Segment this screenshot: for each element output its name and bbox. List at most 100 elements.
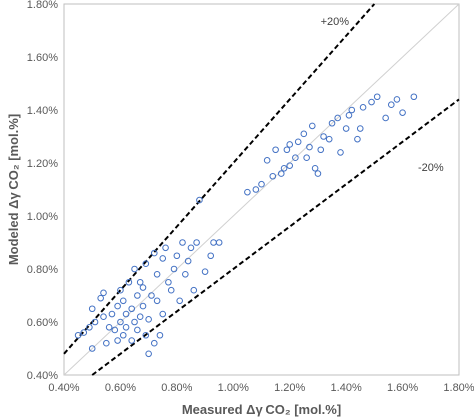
data-point [201,268,209,275]
data-point [114,337,121,344]
data-point [410,93,418,101]
data-point [303,154,310,161]
data-point [145,350,152,358]
x-tick-label: 0.60% [105,382,136,394]
data-point [207,252,215,260]
data-point [345,112,353,119]
data-point [145,316,152,323]
data-point [103,339,110,347]
plot-border [63,3,460,376]
y-tick-label: 0.40% [27,370,58,382]
y-tick-label: 0.80% [27,264,58,276]
data-point [88,345,96,352]
data-point [122,310,130,318]
data-point [114,302,121,310]
data-point [139,284,147,291]
data-point [162,244,169,252]
data-point [348,106,356,114]
data-point [125,278,133,286]
data-point [142,260,150,268]
data-point [100,289,107,297]
data-point [80,329,88,336]
x-tick-label: 1.20% [274,382,305,394]
data-point [334,114,341,122]
data-point [153,271,161,278]
data-point [328,119,336,127]
reference-line-1 [63,3,460,376]
data-point [122,324,130,331]
y-tick-label: 0.60% [27,317,58,329]
data-point [150,339,158,347]
reference-line-2 [63,3,376,355]
x-tick-label: 1.40% [331,382,362,394]
data-point [359,104,367,111]
data-point [387,101,395,108]
data-point [306,143,313,151]
data-point [74,331,82,339]
reference-line-3 [91,98,460,376]
data-point [399,109,406,116]
data-point [128,305,136,313]
x-tick-label: 1.60% [387,382,418,394]
data-point [119,297,127,305]
data-point [148,292,155,299]
data-point [187,244,195,252]
x-tick-label: 1.80% [443,382,474,394]
data-point [210,239,217,246]
data-point [272,146,279,154]
data-point [244,188,251,196]
y-tick-label: 1.00% [27,211,58,223]
data-point [142,331,150,339]
x-axis-ticks: 0.40% 0.60% 0.80% 1.00% 1.20% 1.40% 1.60% 1.80% [48,382,474,394]
data-point [182,271,189,278]
x-axis-title: Measured Δγ CO₂ [mol.%] [182,402,341,417]
data-points [74,93,418,358]
data-point [292,154,299,161]
data-point [156,331,164,339]
data-point [184,257,192,265]
data-point [88,305,96,313]
data-point [280,165,288,172]
data-point [139,302,147,310]
data-point [263,157,271,164]
x-tick-label: 0.80% [161,382,192,394]
band-labels: +20% -20% [321,16,444,174]
data-point [196,196,203,204]
plot-area [63,3,460,376]
data-point [337,149,344,156]
data-point [131,265,138,273]
data-point [342,125,350,132]
data-point [286,141,294,148]
data-point [308,122,316,130]
data-point [356,125,364,132]
data-point [97,294,104,302]
data-point [86,324,93,331]
reference-lines [63,3,460,376]
data-point [91,318,99,326]
y-tick-label: 1.20% [27,158,58,170]
data-point [136,313,144,321]
data-point [134,326,141,334]
data-point [136,278,144,286]
lower-band-label: -20% [418,162,444,174]
data-point [311,165,319,172]
data-point [159,310,167,318]
data-point [131,318,138,326]
data-point [283,146,291,154]
data-point [277,170,285,177]
data-point [368,98,375,106]
data-point [193,239,200,246]
data-point [215,239,223,246]
data-point [108,310,116,318]
data-point [134,292,141,299]
data-point [159,255,167,262]
data-point [373,93,381,101]
data-point [286,162,294,169]
upper-band-label: +20% [321,16,350,28]
data-point [153,297,161,305]
data-point [317,146,325,154]
data-point [150,249,158,257]
data-point [173,252,181,260]
data-point [294,138,302,146]
data-point [269,172,277,180]
